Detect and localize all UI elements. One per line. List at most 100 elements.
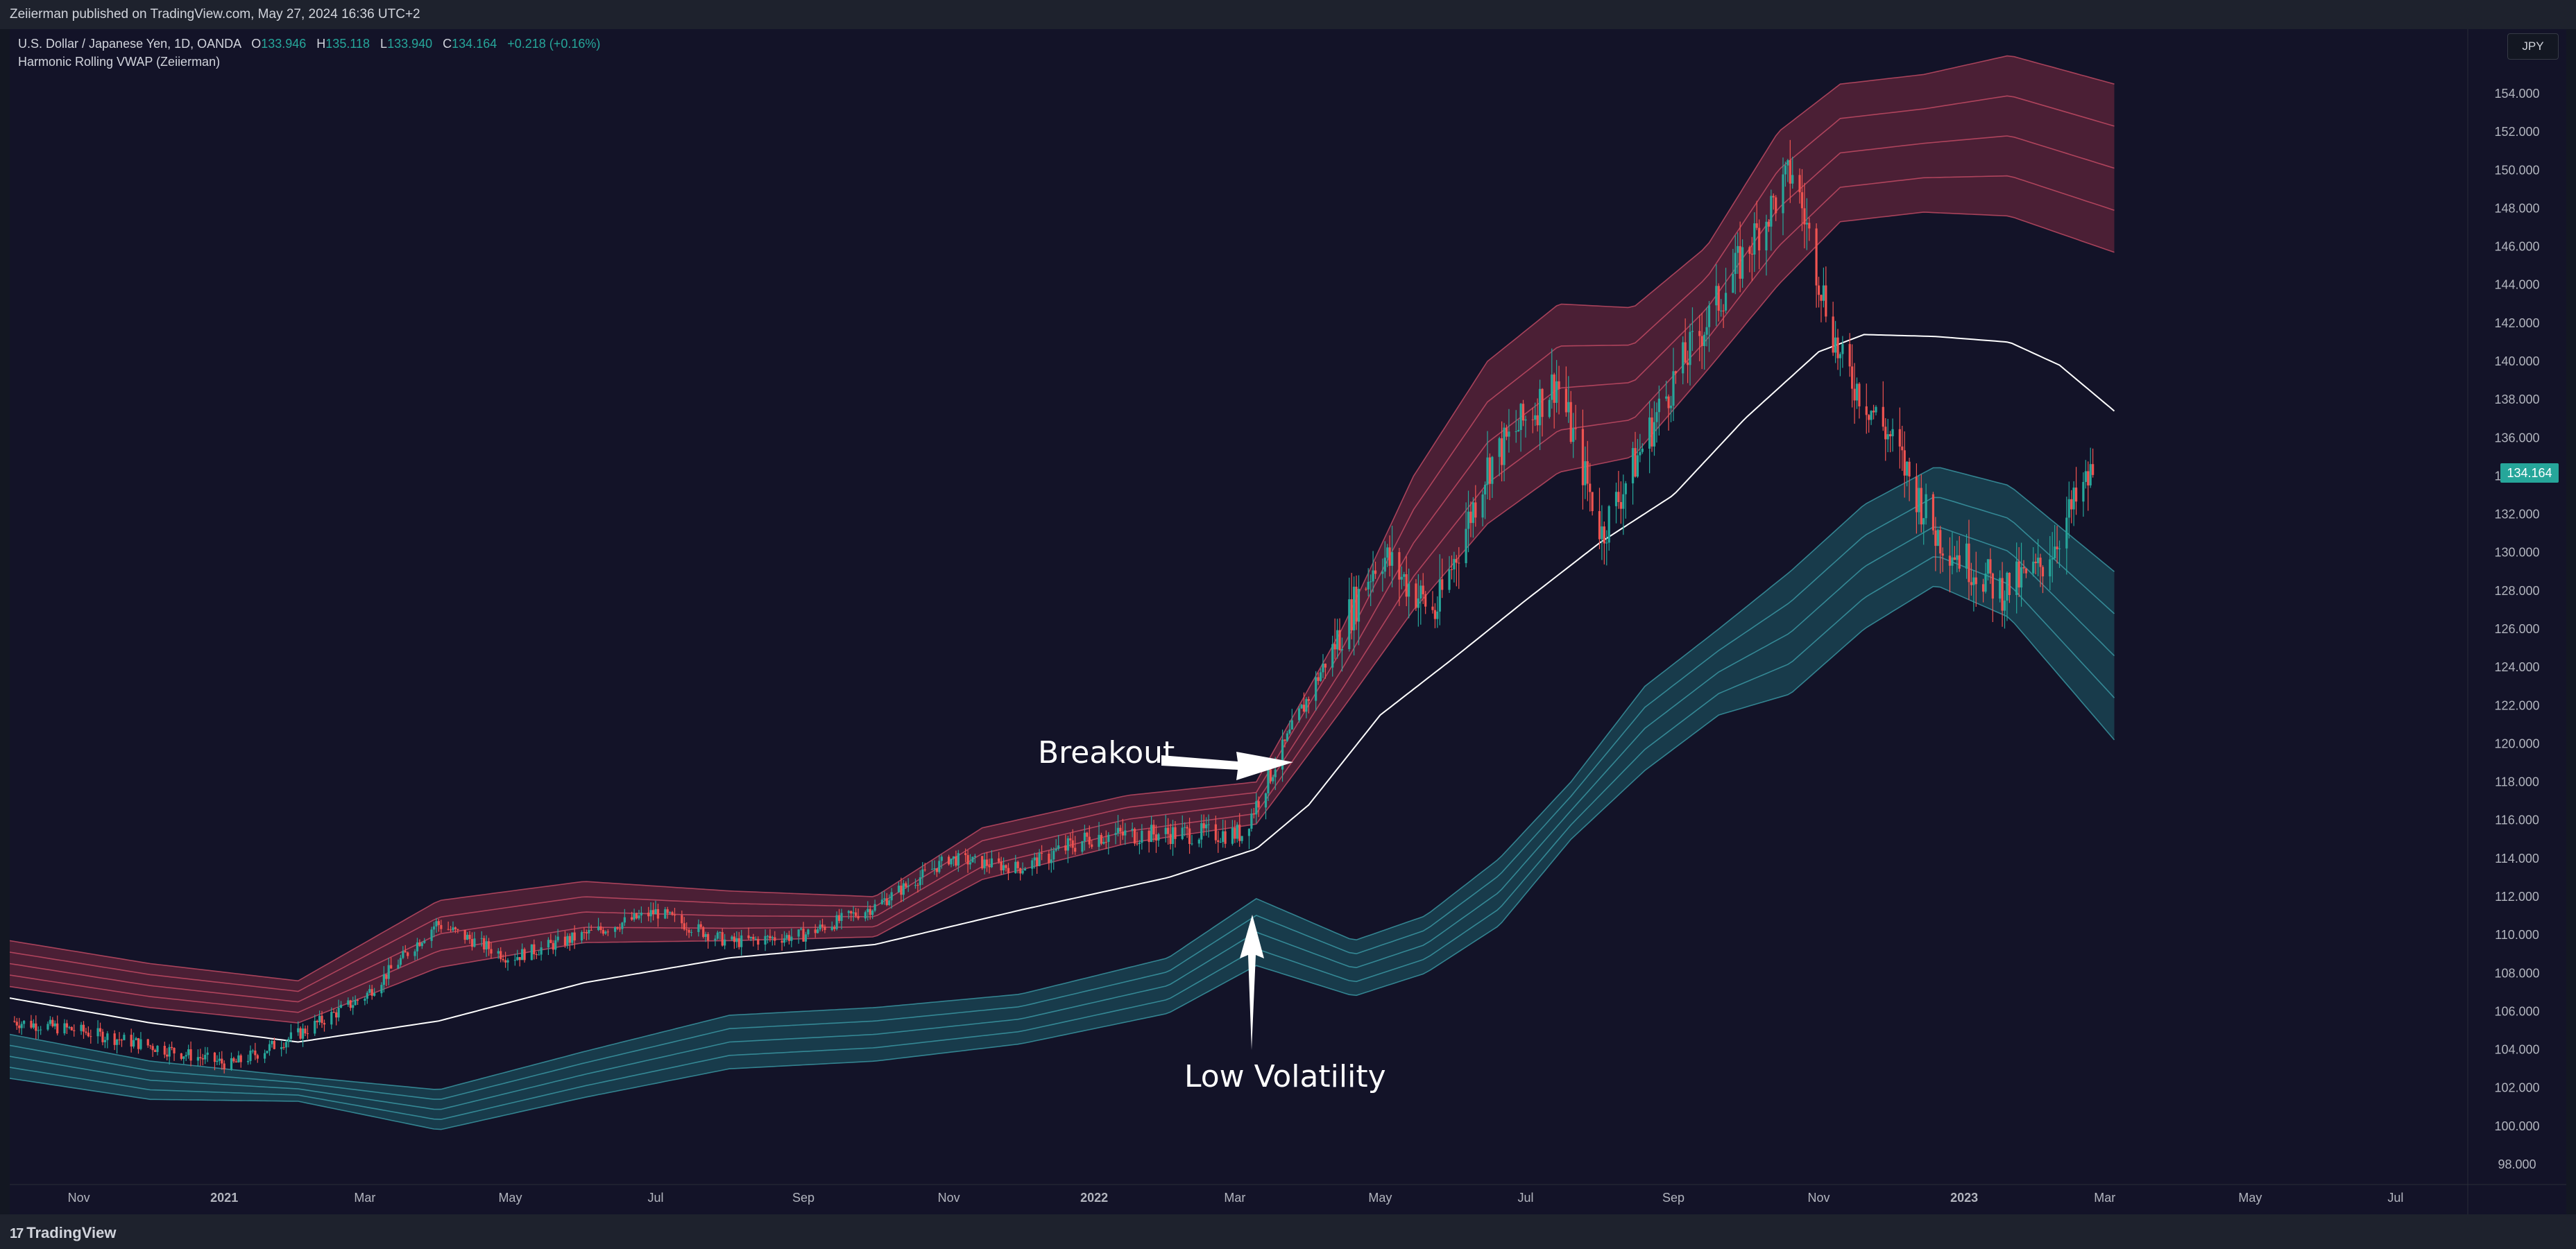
candle-body[interactable] — [1715, 286, 1717, 305]
candle-body[interactable] — [1816, 228, 1818, 285]
candle-body[interactable] — [717, 933, 719, 939]
candle-body[interactable] — [1467, 512, 1469, 529]
candle-body[interactable] — [1270, 770, 1272, 782]
candle-body[interactable] — [1684, 343, 1687, 363]
candle-body[interactable] — [237, 1056, 239, 1062]
candle-body[interactable] — [633, 913, 636, 920]
candle-body[interactable] — [1916, 476, 1918, 512]
candle-body[interactable] — [271, 1041, 273, 1044]
candle-body[interactable] — [891, 893, 893, 901]
candle-body[interactable] — [418, 942, 420, 946]
candle-body[interactable] — [571, 933, 573, 943]
candle-body[interactable] — [40, 1030, 42, 1031]
candle-body[interactable] — [1775, 198, 1777, 214]
candle-body[interactable] — [1641, 449, 1644, 452]
candle-body[interactable] — [1424, 594, 1426, 607]
candle-body[interactable] — [1505, 428, 1508, 437]
candle-body[interactable] — [2082, 482, 2084, 501]
candle-body[interactable] — [285, 1042, 287, 1047]
candle-body[interactable] — [1155, 834, 1157, 841]
candle-body[interactable] — [139, 1040, 142, 1049]
candle-body[interactable] — [364, 999, 366, 1001]
candle-body[interactable] — [63, 1024, 65, 1034]
candle-body[interactable] — [1565, 388, 1567, 412]
candle-body[interactable] — [54, 1024, 56, 1026]
candle-body[interactable] — [654, 909, 656, 914]
candle-body[interactable] — [1920, 488, 1922, 525]
candle-body[interactable] — [1620, 502, 1622, 509]
candle-body[interactable] — [1169, 834, 1171, 844]
candle-body[interactable] — [1834, 338, 1836, 353]
candle-body[interactable] — [85, 1032, 87, 1033]
candle-body[interactable] — [840, 913, 842, 921]
candle-body[interactable] — [1017, 862, 1019, 868]
candle-body[interactable] — [254, 1051, 256, 1056]
candle-body[interactable] — [1184, 827, 1186, 828]
candle-body[interactable] — [1021, 870, 1023, 873]
candle-body[interactable] — [1191, 843, 1193, 844]
candle-body[interactable] — [182, 1056, 185, 1059]
candle-body[interactable] — [1992, 574, 1994, 598]
candle-body[interactable] — [199, 1057, 201, 1058]
candle-body[interactable] — [1637, 456, 1639, 477]
candle-body[interactable] — [671, 912, 673, 915]
candle-body[interactable] — [189, 1049, 191, 1060]
candle-body[interactable] — [1970, 582, 1972, 585]
candle-body[interactable] — [1172, 827, 1174, 844]
candle-body[interactable] — [586, 932, 588, 933]
candle-body[interactable] — [1751, 254, 1753, 255]
candle-body[interactable] — [1324, 664, 1327, 668]
candle-body[interactable] — [1582, 429, 1584, 485]
candle-body[interactable] — [268, 1044, 271, 1051]
candle-body[interactable] — [1853, 389, 1855, 401]
candle-body[interactable] — [805, 934, 807, 941]
candle-body[interactable] — [554, 940, 556, 950]
candle-body[interactable] — [49, 1020, 51, 1024]
candle-body[interactable] — [1555, 381, 1558, 403]
candle-body[interactable] — [1398, 552, 1400, 580]
candle-body[interactable] — [819, 924, 821, 929]
candle-body[interactable] — [216, 1061, 218, 1062]
candle-body[interactable] — [514, 960, 516, 961]
candle-body[interactable] — [616, 927, 618, 929]
candle-body[interactable] — [869, 909, 871, 915]
candle-body[interactable] — [1884, 427, 1886, 439]
candle-body[interactable] — [130, 1035, 133, 1046]
candle-body[interactable] — [264, 1053, 266, 1059]
candle-body[interactable] — [1891, 429, 1893, 436]
candle-body[interactable] — [154, 1050, 156, 1052]
candle-body[interactable] — [1236, 825, 1238, 838]
candle-body[interactable] — [871, 911, 873, 915]
candle-body[interactable] — [986, 859, 988, 865]
candle-body[interactable] — [1231, 828, 1234, 844]
candle-body[interactable] — [1381, 571, 1383, 574]
candle-body[interactable] — [1482, 494, 1484, 517]
candle-body[interactable] — [867, 909, 869, 913]
candle-body[interactable] — [1469, 512, 1472, 523]
candle-body[interactable] — [971, 857, 973, 863]
candle-body[interactable] — [740, 936, 742, 947]
candle-body[interactable] — [116, 1040, 118, 1045]
candle-body[interactable] — [1024, 869, 1026, 871]
candle-body[interactable] — [738, 938, 740, 947]
candle-body[interactable] — [731, 936, 733, 939]
candle-body[interactable] — [536, 954, 538, 955]
candle-body[interactable] — [1825, 286, 1827, 317]
candle-body[interactable] — [413, 951, 416, 956]
candle-body[interactable] — [488, 941, 490, 949]
candle-body[interactable] — [1701, 336, 1703, 346]
candle-body[interactable] — [1839, 354, 1841, 359]
candle-body[interactable] — [888, 900, 890, 905]
candle-body[interactable] — [214, 1053, 216, 1062]
candle-body[interactable] — [957, 853, 959, 865]
candle-body[interactable] — [1486, 458, 1488, 485]
candle-body[interactable] — [1434, 610, 1436, 619]
candle-body[interactable] — [788, 935, 790, 941]
candle-body[interactable] — [1959, 555, 1961, 569]
candle-body[interactable] — [1005, 865, 1007, 868]
candle-body[interactable] — [1069, 838, 1071, 841]
candle-body[interactable] — [2085, 471, 2087, 482]
candle-body[interactable] — [247, 1061, 249, 1062]
candle-body[interactable] — [147, 1040, 149, 1046]
candle-body[interactable] — [481, 938, 483, 939]
